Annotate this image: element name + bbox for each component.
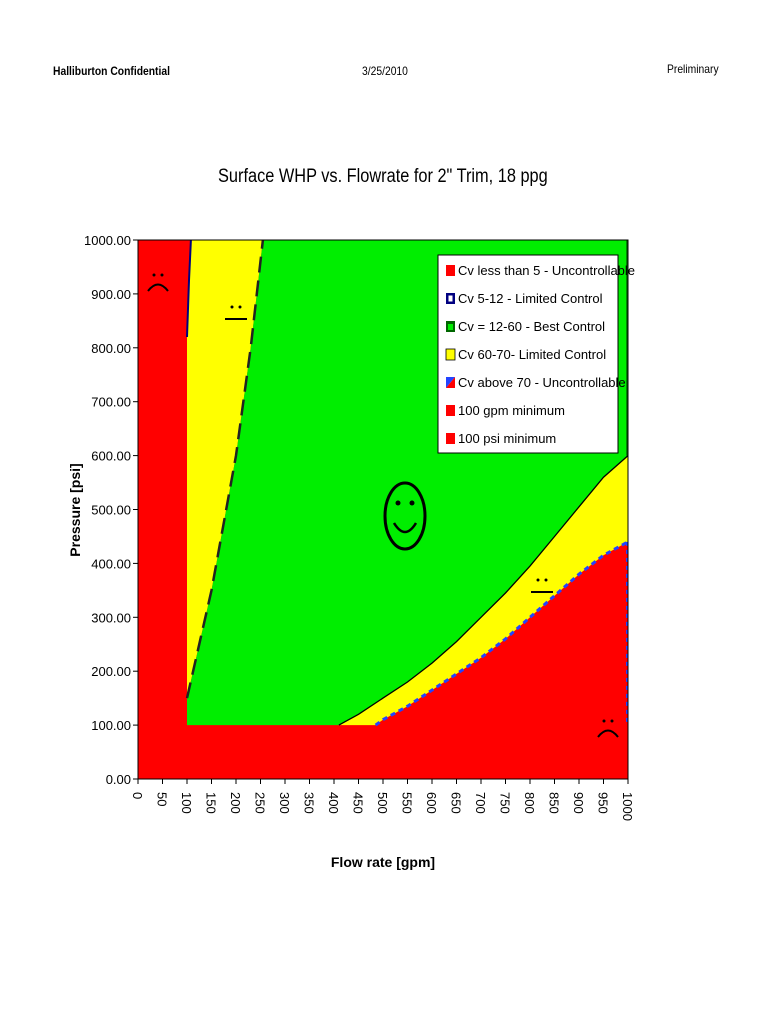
- chart-title: Surface WHP vs. Flowrate for 2" Trim, 18…: [218, 166, 548, 187]
- y-tick-label: 700.00: [91, 395, 131, 410]
- face-eye: [230, 305, 234, 309]
- legend-label: 100 psi minimum: [458, 431, 556, 446]
- face-eye: [409, 500, 415, 506]
- face-mouth: [597, 729, 619, 738]
- x-tick-label: 800: [522, 792, 537, 814]
- x-tick-label: 900: [571, 792, 586, 814]
- y-tick-label: 0.00: [106, 772, 131, 787]
- x-tick-label: 850: [547, 792, 562, 814]
- y-tick-label: 400.00: [91, 556, 131, 571]
- legend-item: Cv less than 5 - Uncontrollable: [446, 263, 635, 278]
- legend-label: 100 gpm minimum: [458, 403, 565, 418]
- legend-box: [437, 254, 619, 454]
- x-tick-label: 200: [228, 792, 243, 814]
- legend-swatch-inner: [448, 295, 453, 302]
- legend-swatch: [445, 348, 456, 361]
- face-eye: [238, 305, 242, 309]
- face-eye: [395, 500, 401, 506]
- legend-swatch: [446, 433, 455, 444]
- x-tick-label: 600: [424, 792, 439, 814]
- x-tick-label: 450: [351, 792, 366, 814]
- y-tick-label: 100.00: [91, 718, 131, 733]
- legend-label: Cv 5-12 - Limited Control: [458, 291, 603, 306]
- x-tick-label: 750: [498, 792, 513, 814]
- face-eye: [544, 578, 548, 582]
- legend-item: Cv = 12-60 - Best Control: [446, 319, 605, 334]
- legend: Cv less than 5 - Uncontrollable Cv 5-12 -…: [437, 254, 635, 454]
- y-tick-label: 800.00: [91, 341, 131, 356]
- x-tick-label: 1000: [620, 792, 635, 821]
- header-status: Preliminary: [667, 62, 719, 76]
- face-eye: [152, 273, 156, 277]
- chart-axes: 0.00 100.00 200.00 300.00 400.00 500.00 600.00…: [67, 233, 635, 870]
- legend-item: 100 gpm minimum: [446, 403, 565, 418]
- face-eye: [536, 578, 540, 582]
- face-eye: [160, 273, 164, 277]
- legend-item: Cv above 70 - Uncontrollable: [446, 375, 626, 390]
- face-eye: [610, 719, 614, 723]
- y-tick-label: 900.00: [91, 287, 131, 302]
- x-tick-label: 50: [155, 792, 170, 806]
- x-tick-label: 250: [253, 792, 268, 814]
- y-tick-label: 600.00: [91, 449, 131, 464]
- legend-swatch: [446, 265, 455, 276]
- x-tick-label: 150: [204, 792, 219, 814]
- x-tick-label: 100: [179, 792, 194, 814]
- x-tick-label: 950: [596, 792, 611, 814]
- series-line-cv-12-60: [185, 239, 265, 699]
- header-date: 3/25/2010: [362, 64, 408, 78]
- x-tick-label: 0: [130, 792, 145, 799]
- series-line-cv-5-12: [186, 239, 192, 338]
- legend-swatch-inner: [448, 324, 453, 330]
- y-axis-title: Pressure [psi]: [67, 463, 83, 556]
- legend-item: 100 psi minimum: [446, 431, 556, 446]
- y-tick-label: 300.00: [91, 610, 131, 625]
- legend-label: Cv = 12-60 - Best Control: [458, 319, 605, 334]
- x-tick-label: 700: [473, 792, 488, 814]
- y-tick-label: 200.00: [91, 664, 131, 679]
- legend-swatch: [446, 377, 455, 388]
- frown-face-icon: [147, 273, 169, 292]
- y-tick-label: 1000.00: [84, 233, 131, 248]
- x-axis-title: Flow rate [gpm]: [331, 854, 435, 870]
- x-tick-label: 300: [277, 792, 292, 814]
- region-limited-control-low: [187, 240, 263, 726]
- face-outline: [383, 481, 427, 551]
- x-tick-label: 400: [326, 792, 341, 814]
- x-tick-label: 550: [400, 792, 415, 814]
- legend-swatch: [446, 405, 455, 416]
- frown-face-icon: [597, 719, 619, 738]
- x-tick-label: 650: [449, 792, 464, 814]
- legend-item: Cv 60-70- Limited Control: [445, 347, 606, 362]
- x-tick-label: 500: [375, 792, 390, 814]
- neutral-face-icon: [225, 305, 247, 320]
- chart-faces: [147, 273, 619, 738]
- header-confidential: Halliburton Confidential: [53, 64, 170, 78]
- legend-label: Cv above 70 - Uncontrollable: [458, 375, 626, 390]
- x-tick-label: 350: [302, 792, 317, 814]
- face-mouth: [392, 522, 418, 534]
- neutral-face-icon: [531, 578, 553, 593]
- legend-label: Cv less than 5 - Uncontrollable: [458, 263, 635, 278]
- legend-item: Cv 5-12 - Limited Control: [446, 291, 603, 306]
- face-eye: [602, 719, 606, 723]
- legend-label: Cv 60-70- Limited Control: [458, 347, 606, 362]
- smiley-face-icon: [383, 481, 427, 551]
- series-line-cv-60-70: [338, 455, 629, 726]
- face-mouth: [147, 283, 169, 292]
- y-tick-label: 500.00: [91, 503, 131, 518]
